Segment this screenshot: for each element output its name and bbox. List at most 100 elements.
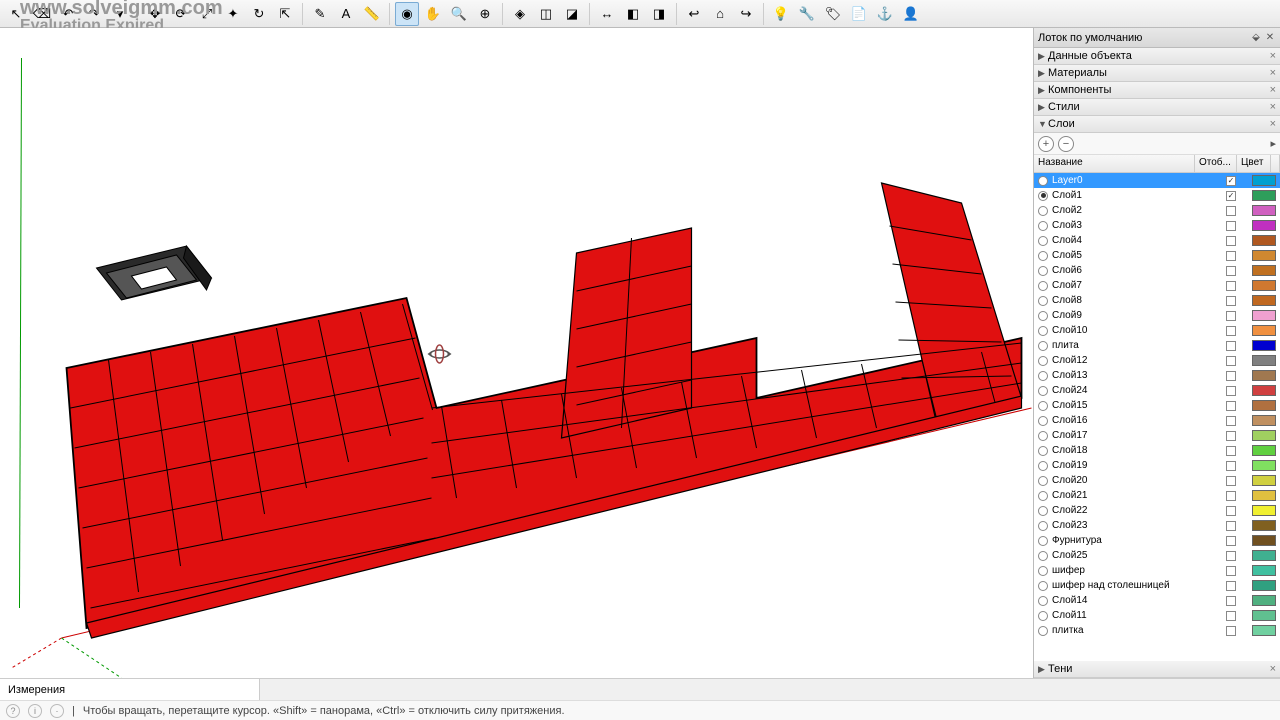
layer-active-radio[interactable] <box>1038 611 1048 621</box>
layer-name[interactable]: Слой13 <box>1052 370 1222 381</box>
layer-name[interactable]: Слой5 <box>1052 250 1222 261</box>
layer-visible-checkbox[interactable] <box>1226 266 1236 276</box>
accordion-close-icon[interactable]: × <box>1270 50 1276 62</box>
layer-visible-checkbox[interactable] <box>1226 311 1236 321</box>
layer-row[interactable]: Слой21 <box>1034 488 1280 503</box>
layer-active-radio[interactable] <box>1038 506 1048 516</box>
layer-visible-checkbox[interactable] <box>1226 536 1236 546</box>
layer-name[interactable]: Слой23 <box>1052 520 1222 531</box>
layer-visible-checkbox[interactable] <box>1226 251 1236 261</box>
layer-row[interactable]: Слой25 <box>1034 548 1280 563</box>
layer-row[interactable]: шифер <box>1034 563 1280 578</box>
layer-visible-checkbox[interactable] <box>1226 461 1236 471</box>
layer-color-swatch[interactable] <box>1252 250 1276 261</box>
layer-name[interactable]: Слой21 <box>1052 490 1222 501</box>
layer-color-swatch[interactable] <box>1252 610 1276 621</box>
layer-active-radio[interactable] <box>1038 566 1048 576</box>
accordion-Материалы[interactable]: ▶Материалы× <box>1034 65 1280 82</box>
layer-name[interactable]: Layer0 <box>1052 175 1222 186</box>
refresh-tool-button[interactable]: ↻ <box>247 2 271 26</box>
layer-color-swatch[interactable] <box>1252 475 1276 486</box>
layer-name[interactable]: Фурнитура <box>1052 535 1222 546</box>
layer-active-radio[interactable] <box>1038 341 1048 351</box>
layer-row[interactable]: Слой15 <box>1034 398 1280 413</box>
layer-row[interactable]: Слой23 <box>1034 518 1280 533</box>
layer-active-radio[interactable] <box>1038 266 1048 276</box>
layer-color-swatch[interactable] <box>1252 415 1276 426</box>
layer-visible-checkbox[interactable] <box>1226 281 1236 291</box>
layer-color-swatch[interactable] <box>1252 520 1276 531</box>
layer-name[interactable]: Слой22 <box>1052 505 1222 516</box>
layer-row[interactable]: Слой7 <box>1034 278 1280 293</box>
layer-name[interactable]: Слой3 <box>1052 220 1222 231</box>
layer-visible-checkbox[interactable] <box>1226 416 1236 426</box>
layer-visible-checkbox[interactable]: ✓ <box>1226 191 1236 201</box>
scale-tool-button[interactable]: ⤢ <box>195 2 219 26</box>
layer-name[interactable]: Слой9 <box>1052 310 1222 321</box>
status-icon-3[interactable]: · <box>50 704 64 718</box>
cursor-tool-button[interactable]: ↖ <box>4 2 28 26</box>
layer-active-radio[interactable] <box>1038 386 1048 396</box>
layer-name[interactable]: плита <box>1052 340 1222 351</box>
layer-color-swatch[interactable] <box>1252 310 1276 321</box>
rotate-tool-button[interactable]: ⟳ <box>169 2 193 26</box>
layer-active-radio[interactable] <box>1038 551 1048 561</box>
orbit-tool-button[interactable]: ◉ <box>395 2 419 26</box>
layer-color-swatch[interactable] <box>1252 460 1276 471</box>
layer-row[interactable]: Слой19 <box>1034 458 1280 473</box>
accordion-close-icon[interactable]: × <box>1270 118 1276 130</box>
accordion-close-icon[interactable]: × <box>1270 67 1276 79</box>
layer-visible-checkbox[interactable] <box>1226 371 1236 381</box>
layer-active-radio[interactable] <box>1038 476 1048 486</box>
layer-row[interactable]: Слой11 <box>1034 608 1280 623</box>
layer-color-swatch[interactable] <box>1252 430 1276 441</box>
layer-color-swatch[interactable] <box>1252 400 1276 411</box>
anchor-tool-button[interactable]: ⚓ <box>873 2 897 26</box>
accordion-close-icon[interactable]: × <box>1270 663 1276 675</box>
layer-row[interactable]: Слой1✓ <box>1034 188 1280 203</box>
remove-layer-button[interactable]: − <box>1058 136 1074 152</box>
eraser-tool-button[interactable]: ⌫ <box>30 2 54 26</box>
layer-row[interactable]: Слой22 <box>1034 503 1280 518</box>
home-tool-button[interactable]: ⌂ <box>708 2 732 26</box>
close-panel-icon[interactable]: ✕ <box>1264 32 1276 44</box>
tape-tool-button[interactable]: 📏 <box>360 2 384 26</box>
layer-visible-checkbox[interactable] <box>1226 626 1236 636</box>
layer-visible-checkbox[interactable] <box>1226 521 1236 531</box>
layer-name[interactable]: плитка <box>1052 625 1222 636</box>
layer-color-swatch[interactable] <box>1252 445 1276 456</box>
accordion-Слои[interactable]: ▼Слои× <box>1034 116 1280 133</box>
layer-color-swatch[interactable] <box>1252 595 1276 606</box>
layer-active-radio[interactable] <box>1038 536 1048 546</box>
axis-tool-button[interactable]: ✦ <box>221 2 245 26</box>
layer-visible-checkbox[interactable] <box>1226 611 1236 621</box>
layer-visible-checkbox[interactable] <box>1226 326 1236 336</box>
accordion-Данные объекта[interactable]: ▶Данные объекта× <box>1034 48 1280 65</box>
section-tool-button[interactable]: ↔ <box>595 2 619 26</box>
layer-active-radio[interactable] <box>1038 221 1048 231</box>
bulb-tool-button[interactable]: 💡 <box>769 2 793 26</box>
wrench-tool-button[interactable]: 🔧 <box>795 2 819 26</box>
layer-visible-checkbox[interactable] <box>1226 446 1236 456</box>
status-icon-1[interactable]: ? <box>6 704 20 718</box>
layer-name[interactable]: Слой17 <box>1052 430 1222 441</box>
layer-active-radio[interactable] <box>1038 326 1048 336</box>
layer-color-swatch[interactable] <box>1252 490 1276 501</box>
layer-row[interactable]: Слой8 <box>1034 293 1280 308</box>
layer-row[interactable]: Слой9 <box>1034 308 1280 323</box>
layer-color-swatch[interactable] <box>1252 385 1276 396</box>
text-tool-button[interactable]: A <box>334 2 358 26</box>
hand-tool-button[interactable]: ✋ <box>421 2 445 26</box>
layer-visible-checkbox[interactable] <box>1226 506 1236 516</box>
layer-row[interactable]: Слой4 <box>1034 233 1280 248</box>
layer-visible-checkbox[interactable] <box>1226 356 1236 366</box>
layer-color-swatch[interactable] <box>1252 340 1276 351</box>
next-tool-button[interactable]: ◨ <box>647 2 671 26</box>
layer-visible-checkbox[interactable] <box>1226 596 1236 606</box>
back-tool-button[interactable]: ↩ <box>682 2 706 26</box>
layer-visible-checkbox[interactable] <box>1226 341 1236 351</box>
accordion-Компоненты[interactable]: ▶Компоненты× <box>1034 82 1280 99</box>
layer-active-radio[interactable] <box>1038 296 1048 306</box>
layer-row[interactable]: Слой16 <box>1034 413 1280 428</box>
layer-active-radio[interactable] <box>1038 581 1048 591</box>
